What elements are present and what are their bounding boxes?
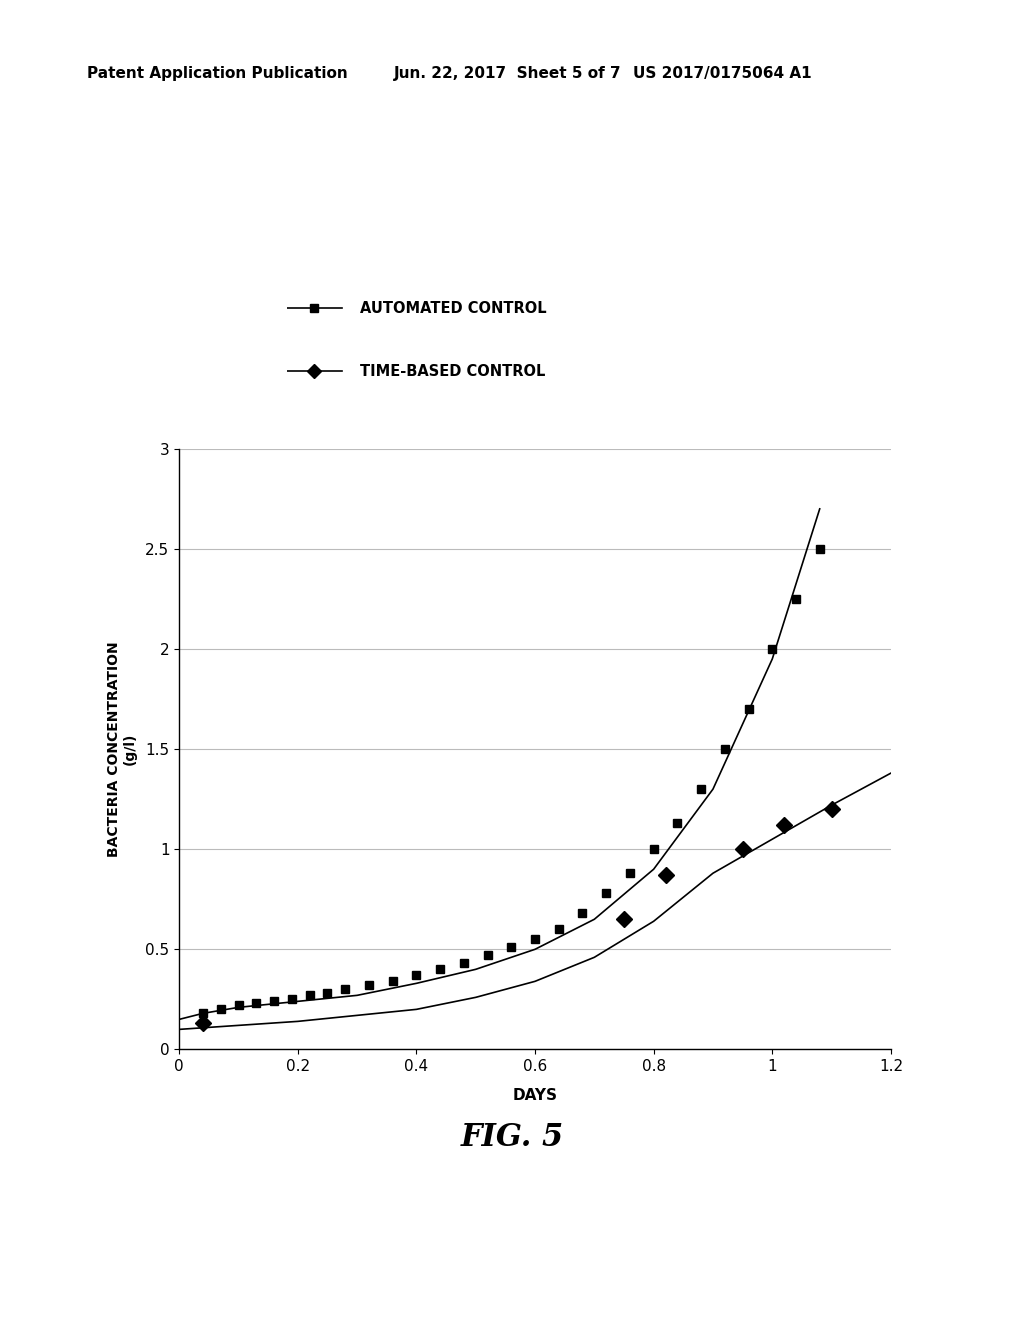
Text: Patent Application Publication: Patent Application Publication [87, 66, 348, 82]
Text: AUTOMATED CONTROL: AUTOMATED CONTROL [360, 301, 547, 315]
Text: TIME-BASED CONTROL: TIME-BASED CONTROL [360, 364, 546, 379]
X-axis label: DAYS: DAYS [513, 1088, 557, 1104]
Y-axis label: BACTERIA CONCENTRATION
(g/l): BACTERIA CONCENTRATION (g/l) [106, 642, 137, 857]
Text: FIG. 5: FIG. 5 [461, 1122, 563, 1154]
Text: Jun. 22, 2017  Sheet 5 of 7: Jun. 22, 2017 Sheet 5 of 7 [394, 66, 622, 82]
Text: US 2017/0175064 A1: US 2017/0175064 A1 [633, 66, 811, 82]
